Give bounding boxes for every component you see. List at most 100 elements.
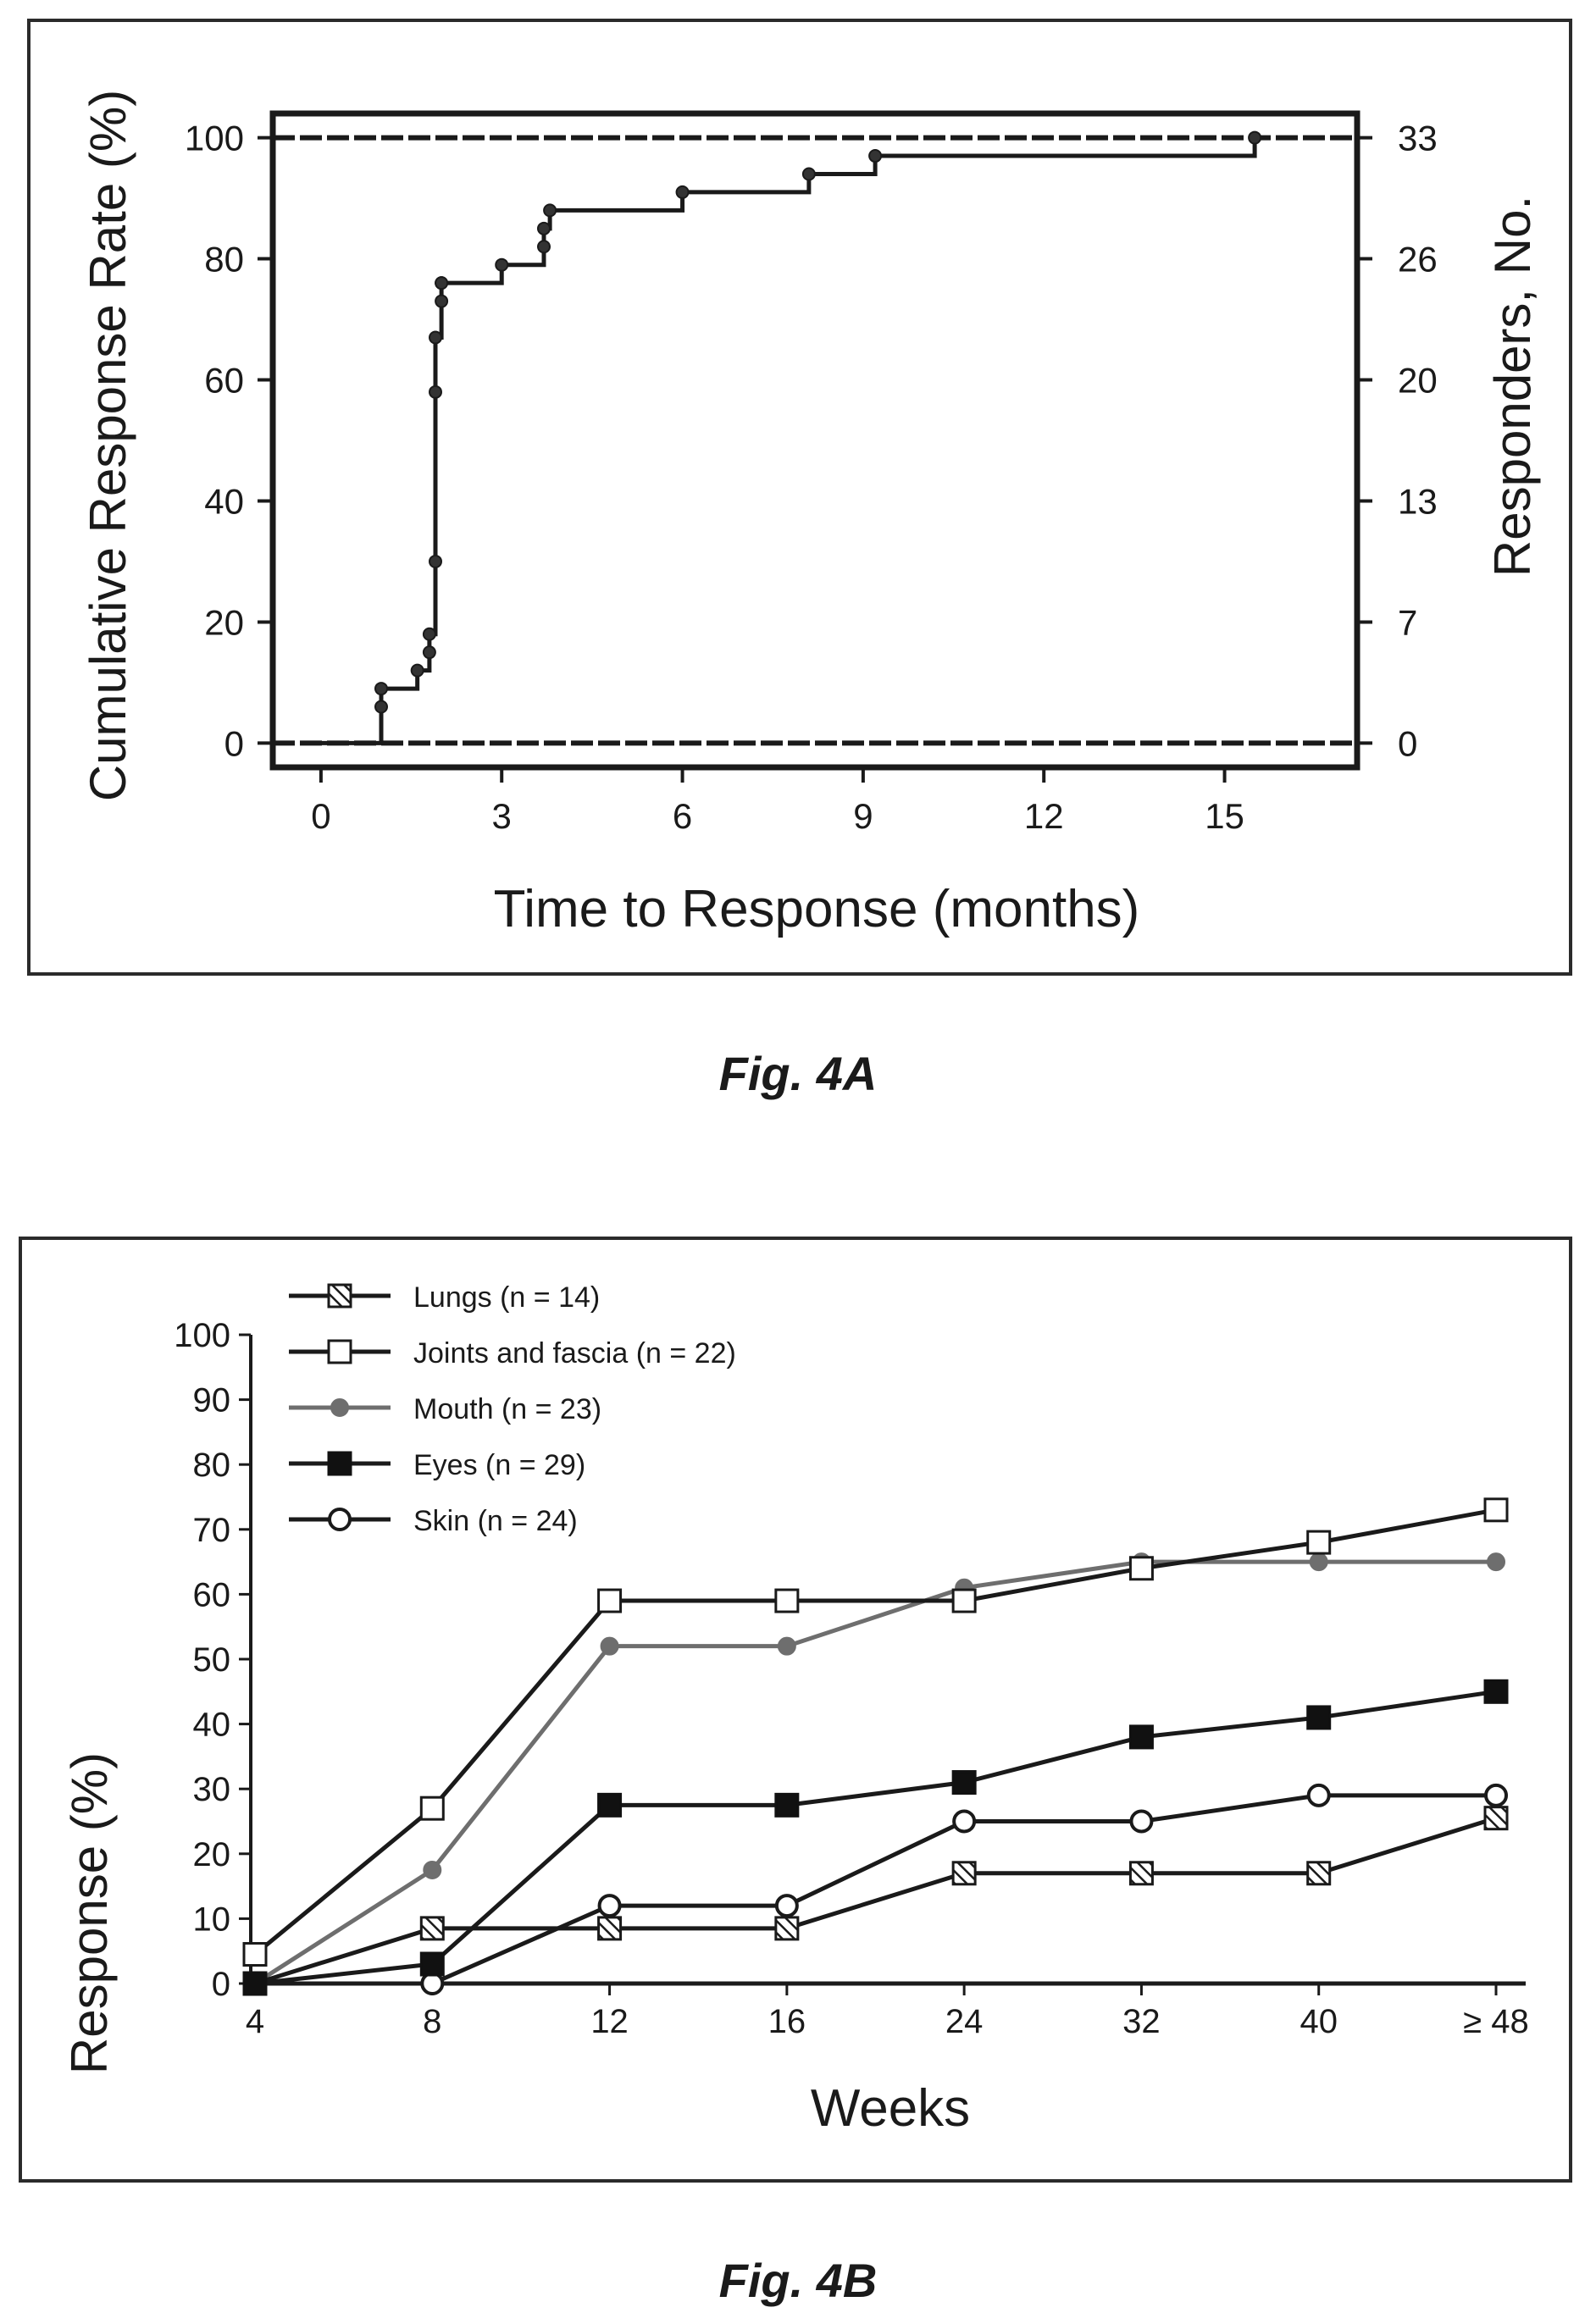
data-point [1483,1806,1509,1831]
legend-item: Eyes (n = 29) [289,1449,585,1481]
chart-b-svg: Response (%) Weeks 0 10 20 30 40 50 60 70 80 90 10… [61,1281,1529,2138]
data-point [1128,1861,1154,1886]
response-event-point [495,257,509,272]
x-tick-label: 15 [1205,796,1244,836]
response-event-point [410,663,424,678]
y-right-tick-label: 20 [1398,361,1438,401]
legend-label: Eyes (n = 29) [413,1449,585,1481]
x-axis-label: Weeks [811,2079,970,2138]
series-line [255,1793,1496,1986]
data-point [774,1894,799,1918]
data-point [420,1972,445,1995]
data-point [1128,1724,1154,1750]
data-point [242,1942,268,1967]
data-point [951,1861,977,1886]
y-right-tick-label: 0 [1398,723,1417,763]
response-event-point [1248,130,1262,145]
y-tick-label: 70 [193,1512,231,1549]
x-tick-label: 12 [1024,796,1064,836]
y-tick-label: 100 [185,119,244,158]
series-group [242,1679,1509,1996]
data-point [1129,1809,1154,1834]
x-tick-label: 6 [673,796,692,836]
data-point [1483,1497,1509,1523]
response-event-point [801,167,816,181]
y-tick-label: 60 [193,1576,231,1613]
legend-item: Lungs (n = 14) [289,1281,600,1314]
legend-item: Joints and fascia (n = 22) [289,1337,736,1370]
data-point [597,1894,622,1918]
x-tick-label: 16 [768,2003,806,2040]
data-point [1306,1705,1332,1730]
response-event-point [422,627,436,641]
x-axis-label: Time to Response (months) [494,880,1140,938]
response-event-point [374,700,388,714]
data-point [774,1588,800,1613]
legend-marker [330,1398,349,1417]
data-point [952,1809,977,1834]
data-point [597,1588,623,1613]
data-point [777,1636,796,1656]
response-event-point [429,330,442,345]
legend-item: Mouth (n = 23) [289,1393,601,1425]
figure-4b-panel: Response (%) Weeks 0 10 20 30 40 50 60 70 80 90 10… [19,1237,1572,2183]
chart-a-svg: Cumulative Response Rate (%) Responders,… [80,90,1541,938]
data-point [951,1588,977,1613]
y-right-tick-label: 13 [1398,481,1438,521]
figure-4a-panel: Cumulative Response Rate (%) Responders,… [27,19,1572,976]
x-tick-label: ≥ 48 [1463,2003,1529,2040]
response-event-point [435,294,449,308]
y-tick-label: 30 [193,1771,231,1808]
y-tick-label: 60 [204,361,244,401]
legend-marker [328,1508,352,1531]
legend-label: Skin (n = 24) [413,1505,578,1537]
series-group [243,1783,1508,1995]
data-point [1483,1679,1509,1704]
x-tick-label: 0 [311,796,330,836]
data-point [419,1796,445,1821]
response-event-point [429,554,442,568]
legend-label: Lungs (n = 14) [413,1281,600,1314]
y-axis-label-right: Responders, No. [1484,196,1541,577]
y-tick-label: 20 [193,1836,231,1873]
legend-label: Joints and fascia (n = 22) [413,1337,736,1370]
data-point [423,1860,442,1879]
data-point [1306,1783,1331,1807]
response-step-line [320,137,1257,745]
response-event-point [435,276,449,290]
series-line [253,1508,1497,1956]
y-tick-label: 90 [193,1382,231,1419]
data-point [774,1916,800,1941]
response-event-point [429,385,442,399]
response-event-point [868,149,883,163]
y-tick-label: 10 [193,1901,231,1938]
data-point [242,1971,268,1996]
data-point [1309,1552,1328,1572]
response-event-point [374,682,388,696]
y-right-tick-label: 7 [1398,602,1417,642]
x-tick-label: 24 [945,2003,984,2040]
series-line [254,1689,1497,1986]
legend-label: Mouth (n = 23) [413,1393,601,1425]
x-tick-label: 4 [246,2003,264,2040]
y-tick-label: 80 [193,1447,231,1484]
y-tick-label: 20 [204,602,244,642]
x-tick-label: 9 [853,796,873,836]
y-right-tick-label: 33 [1398,119,1438,158]
legend-marker [327,1283,352,1309]
response-event-point [675,185,690,199]
y-tick-label: 50 [193,1641,231,1679]
figure-caption-b: Fig. 4B [718,2254,878,2307]
data-point [1484,1783,1508,1807]
data-point [597,1916,623,1941]
y-tick-label: 40 [193,1707,231,1744]
y-tick-label: 0 [224,723,244,763]
x-tick-label: 3 [492,796,512,836]
series-line [253,1559,1496,1986]
plot-frame [269,110,1360,771]
y-tick-label: 80 [204,240,244,279]
response-event-point [537,240,551,254]
y-tick-label: 40 [204,481,244,521]
x-tick-label: 8 [423,2003,441,2040]
data-point [419,1951,445,1977]
